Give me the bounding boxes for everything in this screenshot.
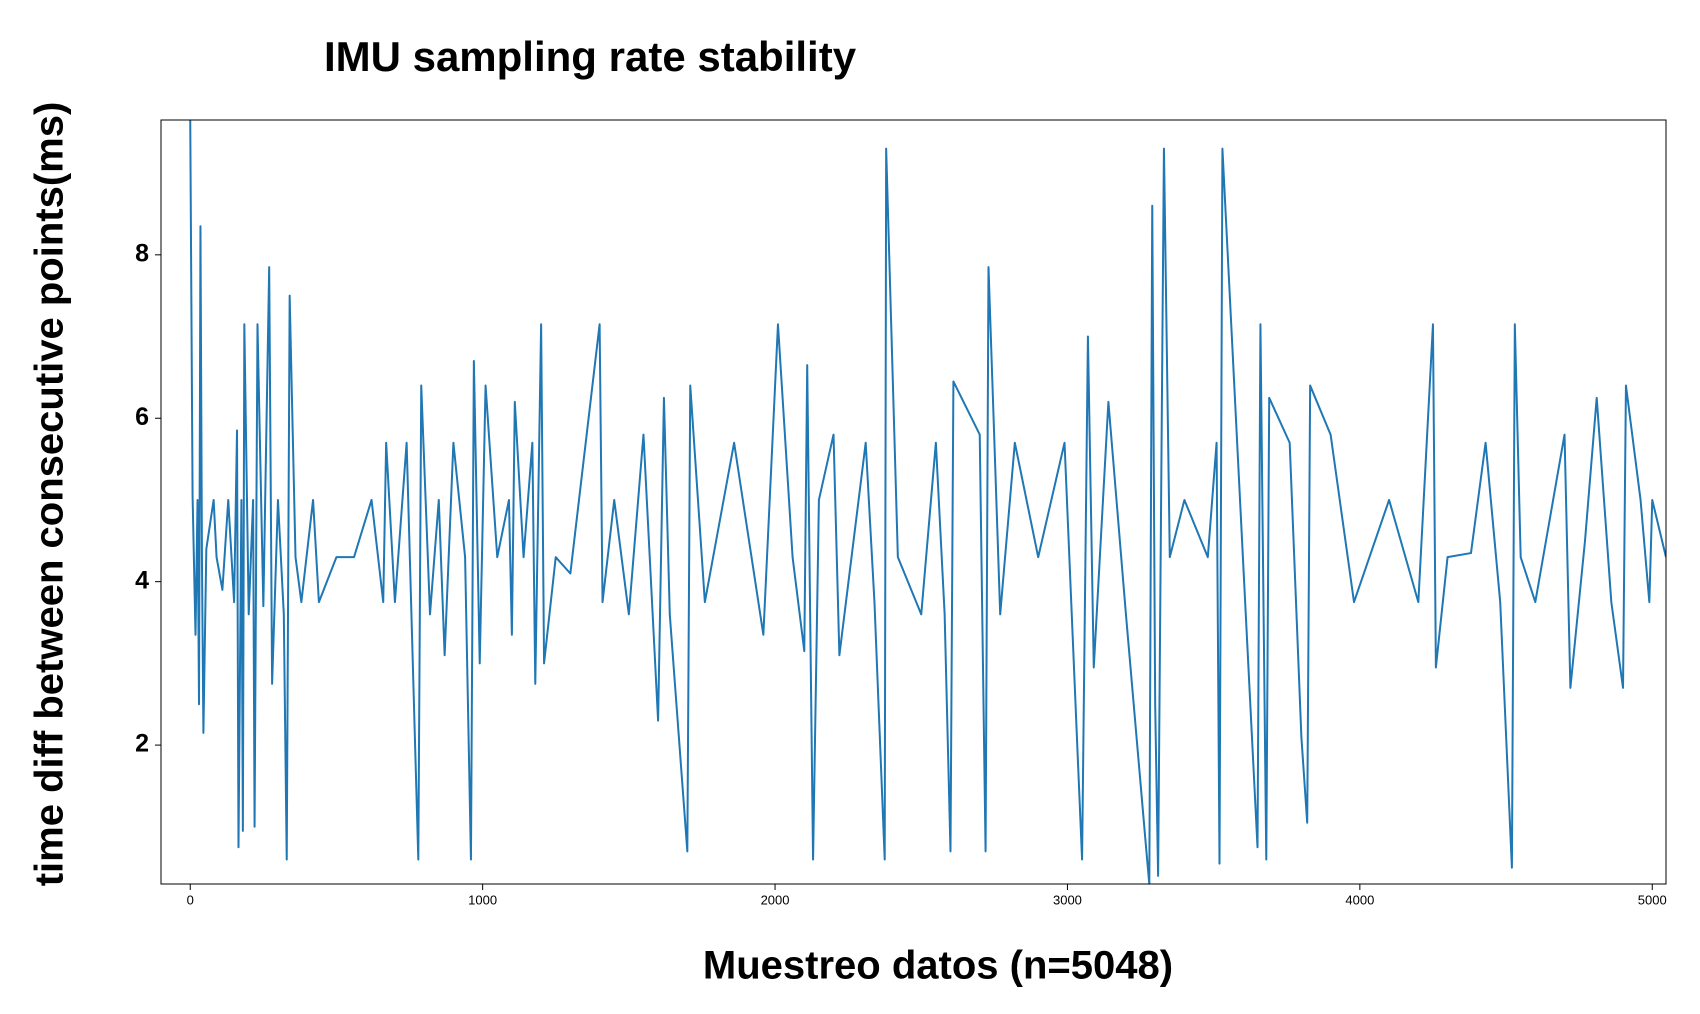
x-tick-label: 5000 [1638,892,1667,907]
x-tick-label: 1000 [468,892,497,907]
x-axis-label: Muestreo datos (n=5048) [703,944,1173,988]
y-tick-label: 6 [135,403,149,431]
x-tick-label: 0 [187,892,194,907]
x-tick-label: 3000 [1053,892,1082,907]
x-tick-label: 4000 [1345,892,1374,907]
chart-title: IMU sampling rate stability [324,33,857,80]
data-line [189,120,1666,884]
x-tick-label: 2000 [761,892,790,907]
y-tick-label: 4 [135,566,149,594]
y-tick-label: 8 [135,239,149,267]
plot-frame [160,119,1667,885]
y-tick-label: 2 [135,730,149,758]
y-axis-label: time diff between consecutive points(ms) [28,102,72,887]
